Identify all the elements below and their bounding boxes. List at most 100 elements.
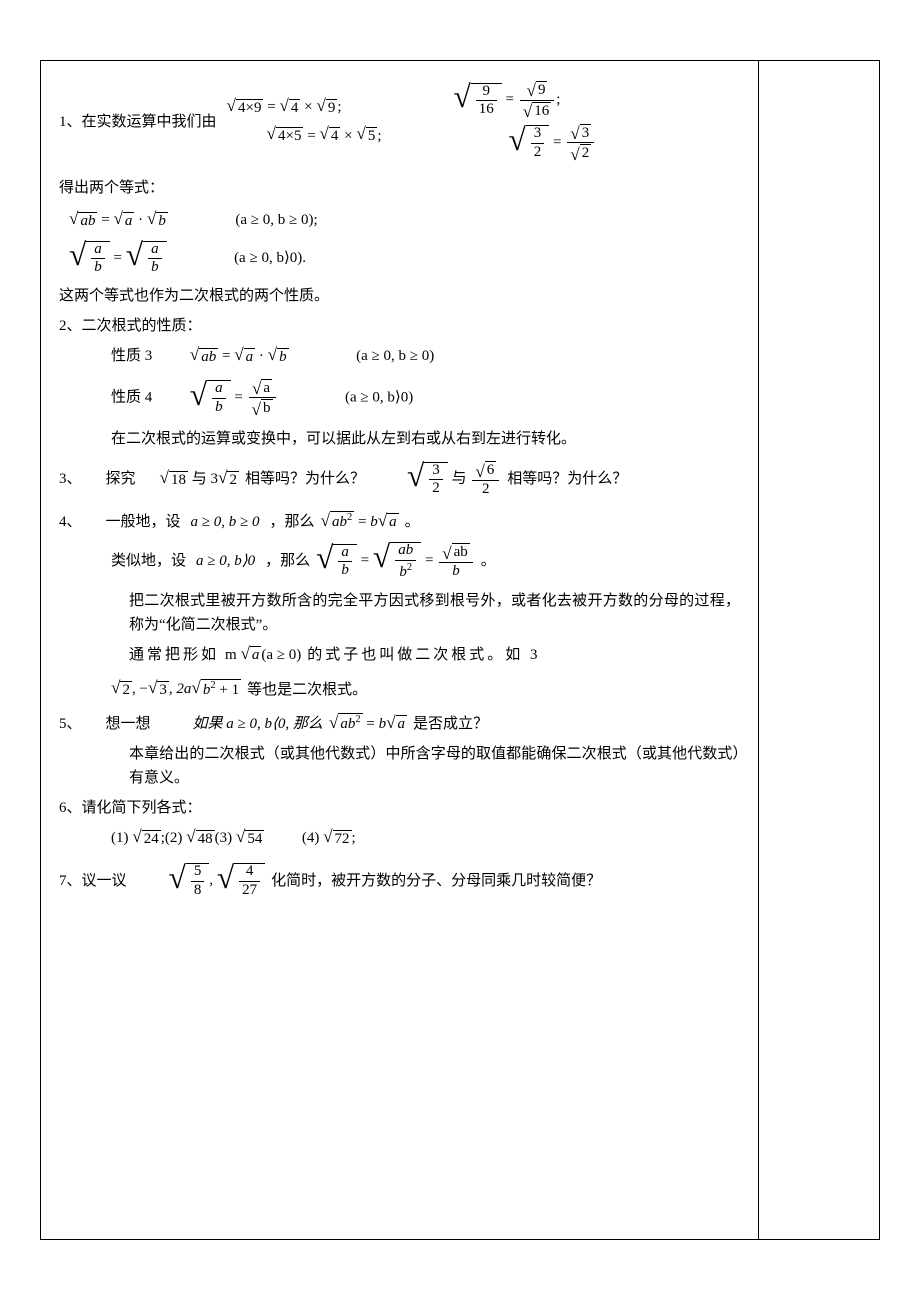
- eq-b1-rden: 16: [532, 102, 551, 120]
- item1-eq-group: √4×9 = √4 × √9; √4×5 = √4 × √5;: [227, 95, 382, 148]
- eq-b2-rden: 2: [580, 144, 592, 162]
- content-frame: 1、在实数运算中我们由 √4×9 = √4 × √9; √4×5 =: [40, 60, 880, 1240]
- p3-r1: 2: [120, 681, 132, 699]
- item1-conclude: 得出两个等式：: [59, 176, 740, 200]
- item4-line1-end: 。: [405, 510, 420, 534]
- item4-p2b: 的式子也叫做二次根式。如 3: [307, 643, 540, 667]
- p2-rad: a: [250, 646, 262, 664]
- eq-a1-r1: 4: [289, 99, 301, 117]
- prop3-label: 性质 3: [111, 348, 152, 364]
- item1-eq-group-b: √916 = √9√16; √32 = √3√2: [454, 81, 597, 162]
- i5-rhs-coef: b: [379, 716, 387, 732]
- item5-head: 想一想: [106, 712, 151, 736]
- i6-n3: (3): [215, 830, 233, 846]
- q2-a-den: 2: [429, 480, 443, 497]
- i6-v1: 24: [142, 830, 161, 848]
- i6-v4: 72: [333, 830, 352, 848]
- eq-b1-num: 9: [476, 84, 497, 102]
- item4-line2: 类似地，设 a ≥ 0, b⟩0 ，那么 √ab = √abb2 = √abb …: [59, 542, 740, 581]
- item4-line2b: ，那么: [265, 549, 310, 573]
- p3-plus: + 1: [216, 682, 239, 698]
- item4-p2a: 通常把形如: [129, 643, 219, 667]
- item7-row: 7、议一议 √58, √427 化简时，被开方数的分子、分母同乘几时较简便？: [59, 863, 740, 899]
- item4-label: 4、: [59, 510, 82, 534]
- q1-tail: 相等吗？为什么？: [245, 467, 365, 491]
- item4-line1-cond: a ≥ 0, b ≥ 0: [191, 510, 260, 534]
- p2-cond: (a ≥ 0): [261, 647, 301, 663]
- item1-tail: 这两个等式也作为二次根式的两个性质。: [59, 284, 740, 308]
- item4-p1: 把二次根式里被开方数所含的完全平方因式移到根号外，或者化去被开方数的分母的过程，…: [59, 589, 740, 637]
- l1-rad: ab: [332, 514, 347, 530]
- l1-rhs-coef: b: [370, 514, 378, 530]
- item2-head: 2、二次根式的性质：: [59, 314, 740, 338]
- item4-line1a: 一般地，设: [106, 510, 181, 534]
- item4-line2-cond: a ≥ 0, b⟩0: [196, 549, 255, 573]
- eq-b1-rnum: 9: [536, 81, 548, 99]
- item6-head: 6、请化简下列各式：: [59, 796, 740, 820]
- document-page: 1、在实数运算中我们由 √4×9 = √4 × √9; √4×5 =: [0, 0, 920, 1302]
- eq-b2-num: 3: [531, 126, 545, 144]
- q2-b-rad: 6: [485, 461, 497, 479]
- i6-n2: ;(2): [161, 830, 183, 846]
- side-column: [759, 61, 879, 1239]
- prod-cond: (a ≥ 0, b ≥ 0);: [235, 212, 317, 228]
- q1-a: 18: [169, 471, 188, 489]
- i7-f1d: 8: [191, 882, 205, 899]
- q2-mid: 与: [452, 471, 467, 487]
- prop3-row: 性质 3 √ab = √a · √b (a ≥ 0, b ≥ 0): [59, 344, 740, 369]
- prop4-row: 性质 4 √ab = √a√b (a ≥ 0, b⟩0): [59, 379, 740, 418]
- p3-coef: 2a: [176, 681, 191, 697]
- q2-b-den: 2: [472, 481, 499, 498]
- p2-m: m: [225, 647, 237, 663]
- q1-b-coef: 3: [211, 471, 219, 487]
- item3-head: 探究: [106, 467, 136, 491]
- p3-r2: 3: [157, 681, 169, 699]
- prop4-cond: (a ≥ 0, b⟩0): [345, 389, 413, 405]
- item4-line1: 4、 一般地，设 a ≥ 0, b ≥ 0 ，那么 √ab2 = b√a 。: [59, 510, 740, 535]
- i5-exp: 2: [355, 714, 360, 725]
- item6-list: (1) √24;(2) √48(3) √54 (4) √72;: [59, 826, 740, 851]
- item7-label: 7、议一议: [59, 869, 127, 893]
- item5-note: 本章给出的二次根式（或其他代数式）中所含字母的取值都能确保二次根式（或其他代数式…: [59, 742, 740, 790]
- i6-v3: 54: [245, 830, 264, 848]
- item1-lead: 1、在实数运算中我们由: [59, 110, 217, 134]
- eq-a2-r1: 4: [329, 127, 341, 145]
- i6-sep: ;: [352, 830, 356, 846]
- i7-comma: ,: [209, 872, 213, 888]
- item2-note: 在二次根式的运算或变换中，可以据此从左到右或从右到左进行转化。: [59, 427, 740, 451]
- item4-p3: √2, −√3, 2a√b2 + 1 等也是二次根式。: [59, 677, 740, 702]
- item5-row: 5、 想一想 如果 a ≥ 0, b⟨0, 那么 √ab2 = b√a 是否成立…: [59, 712, 740, 737]
- item4-p2: 通常把形如 m √a(a ≥ 0) 的式子也叫做二次根式。如 3: [59, 643, 740, 668]
- q2-tail: 相等吗？为什么？: [507, 467, 627, 491]
- eq-a2-lhs: 4×5: [276, 127, 303, 145]
- item1-lead-row: 1、在实数运算中我们由 √4×9 = √4 × √9; √4×5 =: [59, 81, 740, 162]
- eq-a2-r2: 5: [366, 127, 378, 145]
- i7-f1n: 5: [191, 864, 205, 882]
- item5-cond: 如果 a ≥ 0, b⟨0, 那么: [193, 712, 323, 736]
- eq-b2-rnum: 3: [580, 124, 592, 142]
- item1-quot-eq: √ab = √ab (a ≥ 0, b⟩0).: [69, 241, 740, 277]
- i7-f2d: 27: [239, 882, 260, 899]
- prop3-cond: (a ≥ 0, b ≥ 0): [356, 348, 434, 364]
- main-column: 1、在实数运算中我们由 √4×9 = √4 × √9; √4×5 =: [41, 61, 759, 1239]
- item5-tail: 是否成立？: [413, 712, 488, 736]
- i7-f2n: 4: [239, 864, 260, 882]
- i6-v2: 48: [196, 830, 215, 848]
- quot-cond: (a ≥ 0, b⟩0).: [234, 250, 306, 266]
- item3-label: 3、: [59, 467, 82, 491]
- eq-a1-r2: 9: [326, 99, 338, 117]
- q2-a-num: 3: [429, 463, 443, 481]
- item4-line2a: 类似地，设: [111, 549, 186, 573]
- eq-b1-den: 16: [476, 101, 497, 118]
- item1-prod-eq: √ab = √a · √b (a ≥ 0, b ≥ 0);: [69, 208, 740, 233]
- l1-exp: 2: [347, 512, 352, 523]
- item7-tail: 化简时，被开方数的分子、分母同乘几时较简便？: [271, 869, 601, 893]
- i6-n1: (1): [111, 830, 129, 846]
- i5-rad: ab: [340, 716, 355, 732]
- i5-rhs-rad: a: [396, 715, 408, 733]
- eq-b2-den: 2: [531, 144, 545, 161]
- eq-a1-lhs: 4×9: [236, 99, 263, 117]
- l1-rhs-rad: a: [387, 513, 399, 531]
- item4-p3-tail: 等也是二次根式。: [247, 678, 367, 702]
- item4-line1b: ，那么: [270, 510, 315, 534]
